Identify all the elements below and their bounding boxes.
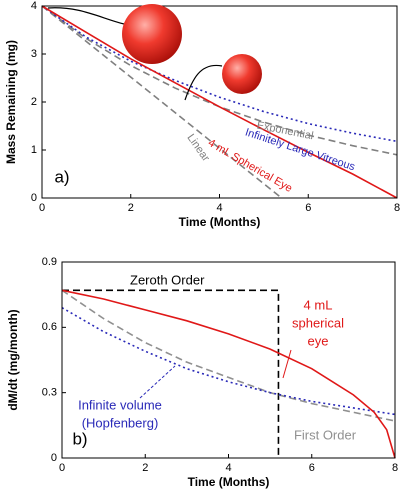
annotation: Infinite volume bbox=[78, 397, 162, 412]
x-tick-label: 2 bbox=[128, 202, 134, 214]
x-tick-label: 6 bbox=[305, 202, 311, 214]
series-line bbox=[62, 289, 280, 458]
sphere-icon bbox=[122, 4, 182, 64]
y-tick-label: 0 bbox=[51, 452, 57, 464]
annotation: 4 mL bbox=[304, 297, 333, 312]
series-line bbox=[61, 289, 396, 422]
y-tick-label: 0.6 bbox=[42, 321, 57, 333]
y-tick-label: 4 bbox=[31, 0, 37, 12]
annotation: b) bbox=[72, 429, 87, 448]
x-tick-label: 0 bbox=[59, 462, 65, 474]
x-tick-label: 8 bbox=[394, 202, 400, 214]
annotation: eye bbox=[308, 333, 329, 348]
y-tick-label: 0.9 bbox=[42, 256, 57, 268]
annotation: Zeroth Order bbox=[130, 272, 205, 287]
y-axis-title: dM/dt (mg/month) bbox=[6, 309, 20, 410]
x-tick-label: 4 bbox=[216, 202, 222, 214]
y-tick-label: 2 bbox=[31, 96, 37, 108]
annotation: (Hopfenberg) bbox=[82, 415, 159, 430]
leader-line bbox=[184, 64, 223, 101]
sphere-icon bbox=[222, 54, 262, 94]
y-tick-label: 0 bbox=[31, 192, 37, 204]
y-tick-label: 3 bbox=[31, 48, 37, 60]
annotation: First Order bbox=[294, 427, 357, 442]
annotation: spherical bbox=[292, 315, 344, 330]
pointer-line bbox=[282, 349, 292, 379]
x-tick-label: 0 bbox=[39, 202, 45, 214]
series-line bbox=[41, 5, 398, 199]
pointer-line bbox=[139, 365, 176, 399]
leader-line bbox=[47, 7, 125, 25]
y-axis-title: Mass Remaining (mg) bbox=[4, 40, 18, 164]
x-tick-label: 4 bbox=[225, 462, 231, 474]
annotation: a) bbox=[54, 167, 69, 186]
series-line bbox=[61, 289, 396, 459]
x-tick-label: 6 bbox=[309, 462, 315, 474]
y-tick-label: 1 bbox=[31, 144, 37, 156]
series-line bbox=[61, 307, 396, 416]
x-axis-title: Time (Months) bbox=[188, 475, 270, 489]
series-line bbox=[41, 5, 398, 143]
series-line bbox=[41, 5, 398, 156]
y-tick-label: 0.3 bbox=[42, 387, 57, 399]
x-tick-label: 2 bbox=[142, 462, 148, 474]
x-axis-title: Time (Months) bbox=[179, 215, 261, 229]
series-line bbox=[41, 5, 283, 199]
x-tick-label: 8 bbox=[392, 462, 398, 474]
